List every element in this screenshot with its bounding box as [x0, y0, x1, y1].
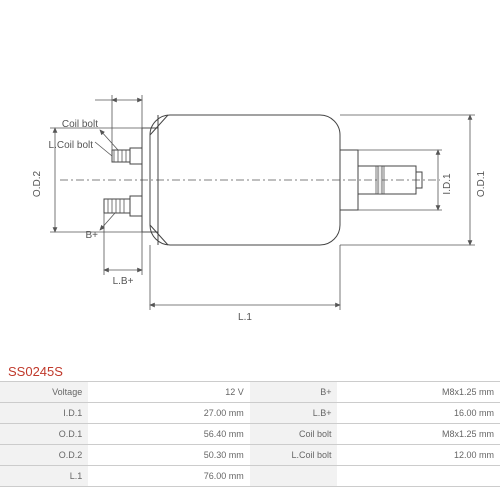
spec-value	[337, 466, 500, 487]
spec-value: 56.40 mm	[88, 424, 250, 445]
lbplus-label: L.B+	[113, 276, 134, 287]
spec-value: 12.00 mm	[337, 445, 500, 466]
spec-label: O.D.2	[0, 445, 88, 466]
od2-label: O.D.2	[32, 171, 43, 198]
spec-label: L.1	[0, 466, 88, 487]
spec-value: M8x1.25 mm	[337, 382, 500, 403]
spec-label: I.D.1	[0, 403, 88, 424]
part-number: SS0245S	[0, 360, 500, 381]
spec-value: 50.30 mm	[88, 445, 250, 466]
spec-value: 76.00 mm	[88, 466, 250, 487]
spec-value: 12 V	[88, 382, 250, 403]
table-row: Voltage12 VB+M8x1.25 mm	[0, 382, 500, 403]
od1-label: O.D.1	[476, 171, 487, 198]
coilbolt-label: Coil bolt	[62, 119, 98, 130]
l1-label: L.1	[238, 312, 252, 323]
spec-label	[250, 466, 338, 487]
spec-label: O.D.1	[0, 424, 88, 445]
technical-drawing: O.D.2 O.D.1 I.D.1 L.1 L.B+ Coil bolt L.C…	[0, 0, 500, 360]
spec-label: B+	[250, 382, 338, 403]
spec-value: 27.00 mm	[88, 403, 250, 424]
table-row: I.D.127.00 mmL.B+16.00 mm	[0, 403, 500, 424]
table-row: O.D.250.30 mmL.Coil bolt12.00 mm	[0, 445, 500, 466]
lcoilbolt-label: L.Coil bolt	[49, 140, 94, 151]
spec-label: Coil bolt	[250, 424, 338, 445]
spec-label: L.Coil bolt	[250, 445, 338, 466]
spec-label: L.B+	[250, 403, 338, 424]
spec-table: Voltage12 VB+M8x1.25 mmI.D.127.00 mmL.B+…	[0, 381, 500, 487]
bplus-label: B+	[85, 230, 98, 241]
id1-label: I.D.1	[442, 173, 453, 195]
table-row: O.D.156.40 mmCoil boltM8x1.25 mm	[0, 424, 500, 445]
spec-label: Voltage	[0, 382, 88, 403]
table-row: L.176.00 mm	[0, 466, 500, 487]
spec-value: 16.00 mm	[337, 403, 500, 424]
spec-value: M8x1.25 mm	[337, 424, 500, 445]
